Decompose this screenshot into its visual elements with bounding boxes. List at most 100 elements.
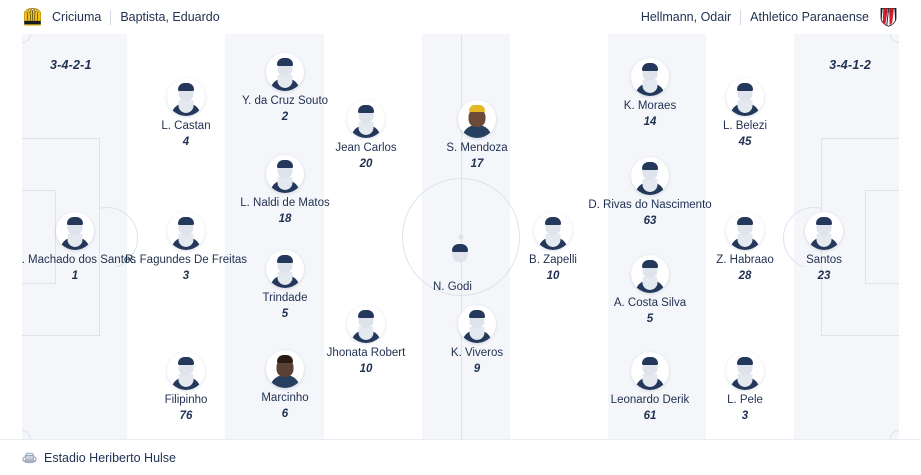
avatar-hair — [277, 255, 293, 263]
player-avatar — [167, 78, 205, 116]
player-away-1[interactable]: Santos 23 — [739, 212, 899, 283]
player-avatar — [347, 305, 385, 343]
player-name: Marcinho — [261, 392, 309, 404]
player-number: 2 — [281, 111, 289, 123]
avatar-collar — [642, 179, 658, 192]
centre-clipped-player[interactable]: N. Godi — [400, 239, 520, 294]
criciuma-crest-icon — [22, 7, 43, 27]
home-team-header[interactable]: Criciuma Baptista, Eduardo — [22, 7, 220, 27]
player-number: 20 — [359, 158, 373, 170]
avatar-hair — [452, 244, 468, 252]
player-home-2[interactable]: R. Fagundes De Freitas 3 — [101, 212, 271, 283]
player-home-11[interactable]: S. Mendoza 17 — [392, 100, 562, 171]
player-home-8[interactable]: Marcinho 6 — [200, 350, 370, 421]
avatar-body — [462, 125, 492, 138]
away-team-name: Athletico Paranaense — [750, 10, 869, 24]
player-home-4[interactable]: Filipinho 76 — [101, 352, 271, 423]
player-name: L. Castan — [161, 120, 211, 132]
player-away-9[interactable]: B. Zapelli 10 — [468, 212, 638, 283]
player-name: A. Costa Silva — [613, 297, 687, 309]
avatar-body — [270, 375, 300, 388]
away-team-header[interactable]: Hellmann, Odair Athletico Paranaense CAP — [641, 7, 899, 27]
player-home-10[interactable]: Jhonata Robert 10 — [281, 305, 451, 376]
avatar-collar — [277, 272, 293, 285]
centre-label-clip: N. Godi — [433, 277, 487, 294]
player-avatar — [631, 352, 669, 390]
avatar-hair — [277, 58, 293, 66]
player-avatar — [631, 58, 669, 96]
player-away-8[interactable]: Leonardo Derik 61 — [565, 352, 735, 423]
player-number: 4 — [182, 136, 190, 148]
player-number: 1 — [71, 270, 79, 282]
athletico-paranaense-crest-icon: CAP — [878, 7, 899, 27]
away-header-divider — [740, 9, 742, 25]
avatar-hair — [737, 217, 753, 225]
avatar-hair — [358, 105, 374, 113]
avatar-collar — [737, 100, 753, 113]
player-name: B. Zapelli — [529, 254, 577, 266]
avatar-hair — [277, 355, 293, 363]
avatar-collar — [277, 75, 293, 88]
player-away-7[interactable]: A. Costa Silva 5 — [565, 255, 735, 326]
player-number: 6 — [281, 408, 289, 420]
player-away-3[interactable]: L. Belezi 45 — [660, 78, 830, 149]
player-home-12[interactable]: K. Viveros 9 — [392, 305, 562, 376]
player-name: Filipinho — [164, 394, 208, 406]
lineup-footer: Estadio Heriberto Hulse — [0, 439, 921, 475]
avatar-collar — [737, 234, 753, 247]
avatar-hair — [358, 310, 374, 318]
player-home-1[interactable]: A. Machado dos Santos 1 — [22, 212, 160, 283]
player-number: 63 — [643, 215, 657, 227]
stadium-icon — [22, 451, 37, 464]
avatar-collar — [737, 374, 753, 387]
away-coach-name: Hellmann, Odair — [640, 10, 732, 24]
avatar-hair — [737, 83, 753, 91]
player-number: 14 — [643, 116, 657, 128]
avatar-hair — [178, 217, 194, 225]
avatar-collar — [642, 277, 658, 290]
player-name: Trindade — [262, 292, 308, 304]
avatar-collar — [358, 327, 374, 340]
player-avatar — [726, 78, 764, 116]
player-away-6[interactable]: D. Rivas do Nascimento 63 — [565, 157, 735, 228]
avatar-collar — [469, 327, 485, 340]
player-avatar — [631, 255, 669, 293]
player-number: 28 — [738, 270, 752, 282]
avatar-hair — [816, 217, 832, 225]
player-away-2[interactable]: Z. Habraao 28 — [660, 212, 830, 283]
player-name: N. Godi — [433, 281, 472, 293]
player-avatar — [458, 100, 496, 138]
player-name: A. Machado dos Santos — [22, 254, 137, 266]
player-home-9[interactable]: Jean Carlos 20 — [281, 100, 451, 171]
player-avatar — [534, 212, 572, 250]
avatar-hair — [642, 260, 658, 268]
home-header-divider — [110, 9, 112, 25]
player-name: L. Pele — [727, 394, 763, 406]
player-avatar — [726, 212, 764, 250]
avatar-collar — [545, 234, 561, 247]
player-avatar — [167, 352, 205, 390]
player-home-5[interactable]: Y. da Cruz Souto 2 — [200, 53, 370, 124]
avatar-head — [468, 108, 486, 127]
player-away-5[interactable]: K. Moraes 14 — [565, 58, 735, 129]
avatar-hair — [178, 83, 194, 91]
player-name: Santos — [806, 254, 842, 266]
player-number: 45 — [738, 136, 752, 148]
player-avatar — [805, 212, 843, 250]
player-number: 18 — [278, 213, 292, 225]
player-name: L. Naldi de Matos — [240, 197, 330, 209]
player-name: Jhonata Robert — [326, 347, 406, 359]
home-coach-name: Baptista, Eduardo — [120, 10, 220, 24]
avatar-hair — [277, 160, 293, 168]
player-home-3[interactable]: L. Castan 4 — [101, 78, 271, 149]
avatar-hair — [67, 217, 83, 225]
player-number: 3 — [741, 410, 749, 422]
player-home-6[interactable]: L. Naldi de Matos 18 — [200, 155, 370, 226]
player-name: Jean Carlos — [335, 142, 397, 154]
player-home-7[interactable]: Trindade 5 — [200, 250, 370, 321]
player-avatar — [266, 350, 304, 388]
player-away-4[interactable]: L. Pele 3 — [660, 352, 830, 423]
player-avatar — [347, 100, 385, 138]
avatar-collar — [816, 234, 832, 247]
